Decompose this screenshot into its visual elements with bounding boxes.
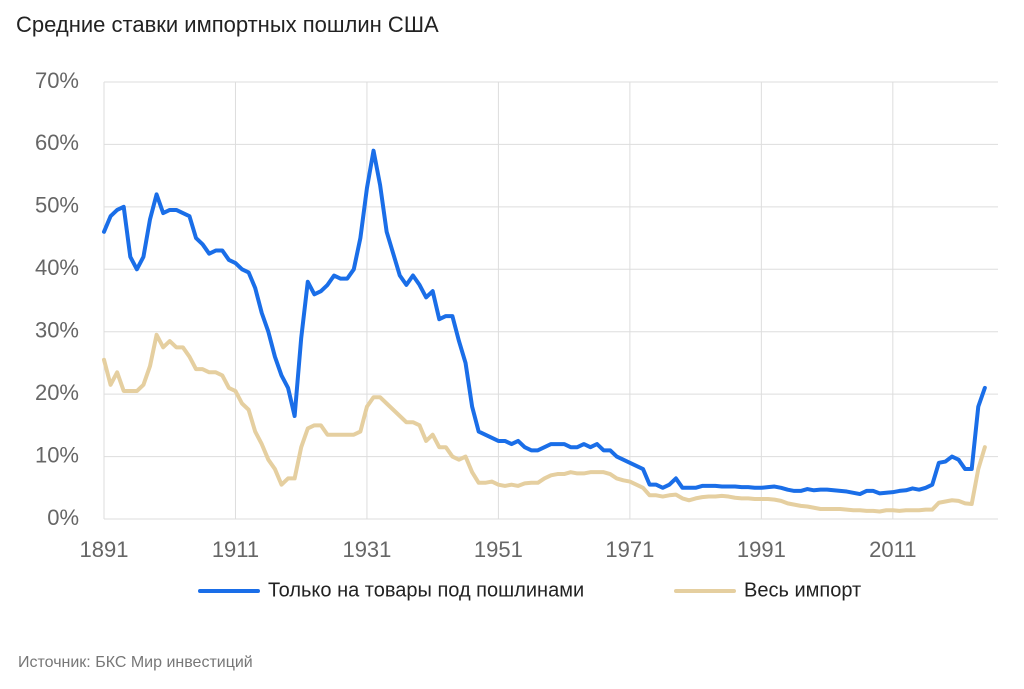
legend-label: Весь импорт <box>744 579 861 601</box>
data-line <box>102 148 987 497</box>
y-tick-label: 50% <box>35 193 79 218</box>
y-tick-label: 20% <box>35 380 79 405</box>
x-tick-label: 1951 <box>474 537 523 562</box>
y-tick-label: 30% <box>35 318 79 343</box>
x-tick-label: 2011 <box>869 537 916 562</box>
y-tick-label: 10% <box>35 442 79 467</box>
x-tick-label: 1931 <box>342 537 391 562</box>
legend-label: Только на товары под пошлинами <box>268 579 584 601</box>
y-tick-label: 60% <box>35 130 79 155</box>
x-tick-label: 1911 <box>212 537 259 562</box>
x-tick-label: 1891 <box>80 537 129 562</box>
x-tick-label: 1971 <box>605 537 654 562</box>
x-tick-label: 1991 <box>737 537 786 562</box>
y-tick-label: 70% <box>35 68 79 93</box>
chart-title: Средние ставки импортных пошлин США <box>16 12 439 37</box>
y-tick-label: 0% <box>47 505 79 530</box>
source-note: Источник: БКС Мир инвестиций <box>18 654 253 671</box>
data-line <box>102 332 987 514</box>
y-tick-label: 40% <box>35 255 79 280</box>
